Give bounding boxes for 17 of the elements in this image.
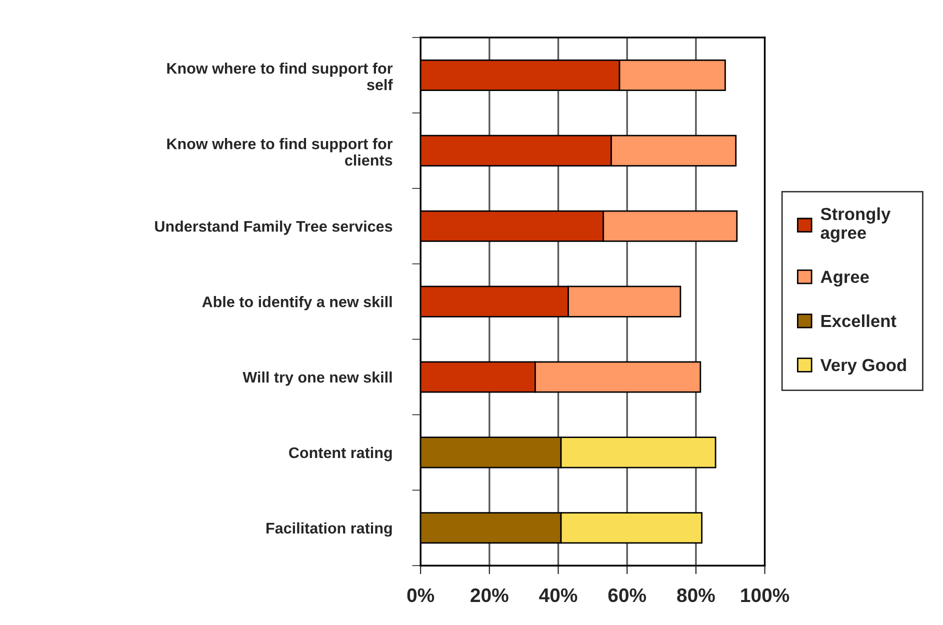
y-tick-label: Facilitation rating: [266, 522, 392, 537]
y-tick-label: Understand Family Tree services: [155, 220, 392, 235]
x-tick-label: 0%: [407, 588, 434, 602]
legend-label: Very Good: [820, 358, 906, 375]
x-tick-label: 20%: [470, 588, 508, 602]
legend-label: Strongly agree: [820, 207, 891, 242]
y-tick-label: Know where to find support for clients: [167, 138, 393, 166]
y-tick-label: Know where to find support for self: [167, 62, 393, 90]
x-tick-label: 80%: [677, 588, 715, 602]
legend-label: Agree: [820, 270, 869, 287]
x-tick-label: 60%: [608, 588, 646, 602]
y-tick-label: Content rating: [289, 446, 392, 462]
x-tick-label: 40%: [539, 588, 578, 602]
x-tick-label: 100%: [741, 588, 790, 602]
y-tick-label: Able to identify a new skill: [202, 296, 392, 310]
y-tick-label: Will try one new skill: [242, 371, 392, 386]
legend-label: Excellent: [821, 314, 896, 328]
